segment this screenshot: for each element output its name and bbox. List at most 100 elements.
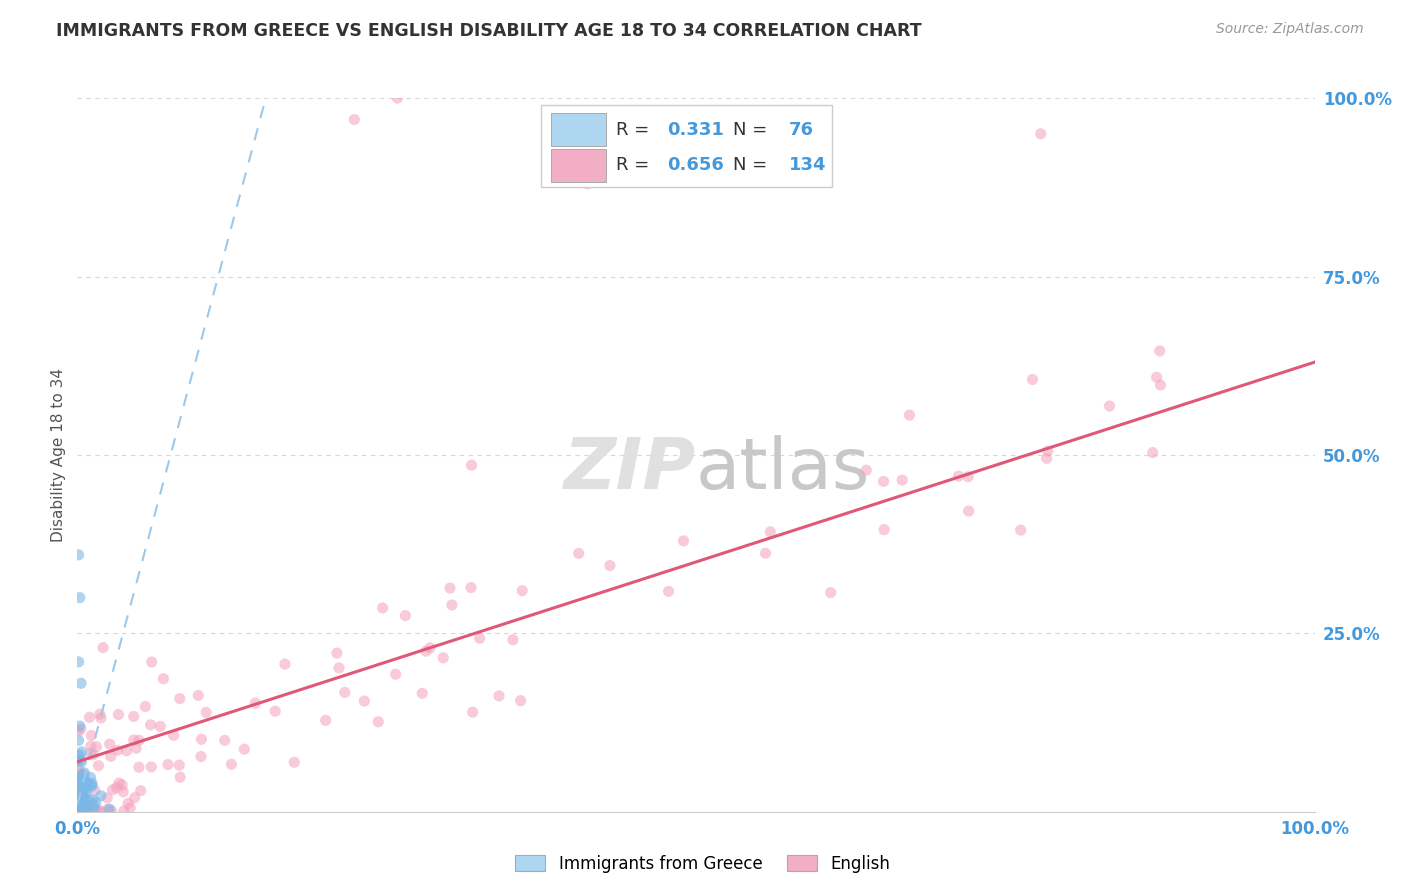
- Point: [141, 655, 163, 669]
- Point: [79, 710, 101, 724]
- Point: [73, 802, 96, 816]
- Point: [70, 793, 93, 807]
- Point: [80, 746, 103, 760]
- Point: [69, 722, 91, 736]
- Point: [75, 781, 97, 796]
- Point: [432, 650, 454, 665]
- Point: [419, 640, 441, 655]
- Point: [855, 463, 877, 477]
- Point: [69, 782, 91, 797]
- Point: [72, 801, 94, 815]
- Point: [75, 776, 97, 790]
- Point: [1142, 445, 1164, 459]
- Point: [72, 788, 94, 802]
- Point: [169, 691, 191, 706]
- Point: [328, 661, 350, 675]
- Point: [79, 771, 101, 785]
- Point: [195, 706, 218, 720]
- Point: [122, 709, 145, 723]
- Point: [76, 802, 98, 816]
- Point: [89, 804, 111, 818]
- Point: [80, 779, 103, 793]
- Point: [70, 794, 93, 808]
- Point: [80, 778, 103, 792]
- Point: [69, 591, 91, 605]
- Point: [98, 802, 121, 816]
- Point: [66, 794, 89, 808]
- Point: [820, 585, 842, 599]
- Point: [69, 753, 91, 767]
- Point: [283, 756, 305, 770]
- Point: [353, 694, 375, 708]
- Text: N =: N =: [733, 120, 773, 138]
- Point: [128, 760, 150, 774]
- Point: [82, 793, 104, 807]
- Point: [167, 758, 190, 772]
- Point: [80, 739, 103, 754]
- Point: [75, 778, 97, 792]
- Text: R =: R =: [616, 156, 655, 174]
- Point: [76, 799, 98, 814]
- Point: [75, 791, 97, 805]
- Point: [898, 408, 921, 422]
- Text: atlas: atlas: [696, 434, 870, 504]
- Point: [509, 693, 531, 707]
- Point: [70, 797, 93, 812]
- Point: [69, 719, 91, 733]
- Point: [82, 747, 104, 762]
- Y-axis label: Disability Age 18 to 34: Disability Age 18 to 34: [51, 368, 66, 542]
- Point: [245, 696, 267, 710]
- Point: [70, 800, 93, 814]
- Point: [70, 804, 93, 818]
- Point: [77, 793, 100, 807]
- Point: [1149, 343, 1171, 358]
- Point: [67, 804, 90, 818]
- Point: [100, 804, 122, 818]
- Point: [76, 784, 98, 798]
- Point: [128, 733, 150, 747]
- Point: [384, 667, 406, 681]
- Point: [343, 112, 366, 127]
- Point: [149, 719, 172, 733]
- Point: [872, 475, 894, 489]
- Point: [69, 804, 91, 818]
- Point: [75, 804, 97, 818]
- Point: [67, 780, 90, 795]
- Point: [152, 672, 174, 686]
- Point: [86, 739, 108, 754]
- Point: [190, 749, 212, 764]
- Point: [440, 598, 463, 612]
- Point: [70, 755, 93, 769]
- Point: [89, 707, 111, 722]
- Point: [70, 745, 93, 759]
- Text: 76: 76: [789, 120, 814, 138]
- Point: [891, 473, 914, 487]
- Point: [139, 718, 162, 732]
- Point: [568, 546, 591, 560]
- Point: [97, 802, 120, 816]
- Point: [69, 795, 91, 809]
- Point: [96, 790, 118, 805]
- Point: [510, 583, 533, 598]
- Point: [105, 780, 128, 795]
- Point: [70, 788, 93, 802]
- Point: [67, 804, 90, 818]
- Point: [502, 632, 524, 647]
- Point: [69, 800, 91, 814]
- Point: [169, 770, 191, 784]
- Point: [67, 771, 90, 785]
- Point: [70, 785, 93, 799]
- Point: [108, 776, 131, 790]
- Point: [67, 764, 90, 779]
- Point: [1029, 127, 1052, 141]
- Point: [122, 733, 145, 747]
- Text: 134: 134: [789, 156, 827, 174]
- Point: [100, 749, 122, 764]
- Point: [69, 804, 91, 818]
- Point: [69, 797, 91, 811]
- Point: [101, 782, 124, 797]
- Point: [73, 774, 96, 789]
- Point: [84, 795, 107, 809]
- Point: [333, 685, 356, 699]
- Point: [83, 783, 105, 797]
